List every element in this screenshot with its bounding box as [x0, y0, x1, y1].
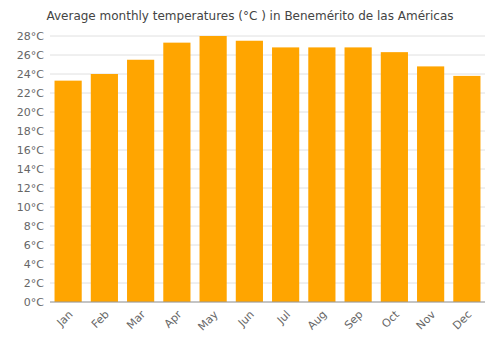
bar [417, 66, 444, 302]
bars [55, 36, 481, 302]
grid-line [50, 55, 485, 56]
y-tick-label: 18°C [17, 125, 44, 138]
y-tick-label: 10°C [17, 201, 44, 214]
grid-line [50, 36, 485, 37]
grid-line [50, 302, 485, 303]
x-tick-labels: Jan Feb Mar Apr May Jun Jul Aug Sep Oct Nov Dec [54, 308, 475, 334]
y-tick-label: 8°C [24, 220, 44, 233]
bar [163, 43, 190, 302]
y-tick-label: 2°C [24, 277, 44, 290]
bar [55, 81, 82, 302]
y-tick-labels: 0°C 2°C 4°C 6°C 8°C 10°C 12°C 14°C 16°C 18°C 20°C 2… [17, 30, 44, 309]
y-tick-label: 14°C [17, 163, 44, 176]
x-tick-label: Jan [54, 308, 76, 330]
x-tick-label: Aug [305, 308, 329, 332]
x-tick-label: Oct [379, 308, 402, 331]
y-tick-label: 16°C [17, 144, 44, 157]
x-axis-line [50, 302, 485, 303]
x-tick-label: Sep [342, 308, 366, 332]
y-tick-label: 20°C [17, 106, 44, 119]
bar [308, 47, 335, 302]
y-tick-label: 28°C [17, 30, 44, 43]
bar [453, 76, 480, 302]
bar [236, 41, 263, 302]
x-tick-label: May [195, 308, 221, 334]
bar [381, 52, 408, 302]
x-tick-label: Mar [124, 308, 148, 332]
y-tick-label: 0°C [24, 296, 44, 309]
y-tick-label: 22°C [17, 87, 44, 100]
y-tick-label: 26°C [17, 49, 44, 62]
bar [200, 36, 227, 302]
x-tick-label: Apr [162, 308, 185, 331]
y-grid [50, 36, 485, 302]
chart: 0°C 2°C 4°C 6°C 8°C 10°C 12°C 14°C 16°C 18°C 20°C 2… [0, 0, 500, 350]
x-tick-label: Nov [414, 308, 439, 333]
y-tick-label: 24°C [17, 68, 44, 81]
bar [91, 74, 118, 302]
y-tick-label: 12°C [17, 182, 44, 195]
title: Average monthly temperatures (°C ) in Be… [46, 9, 453, 23]
chart-container: 0°C 2°C 4°C 6°C 8°C 10°C 12°C 14°C 16°C 18°C 20°C 2… [0, 0, 500, 350]
bar [272, 47, 299, 302]
y-tick-label: 6°C [24, 239, 44, 252]
x-tick-label: Feb [89, 308, 112, 331]
x-tick-label: Jul [274, 308, 293, 327]
y-tick-label: 4°C [24, 258, 44, 271]
bar [345, 47, 372, 302]
x-tick-label: Jun [235, 308, 257, 330]
x-tick-label: Dec [450, 308, 474, 332]
bar [127, 60, 154, 302]
